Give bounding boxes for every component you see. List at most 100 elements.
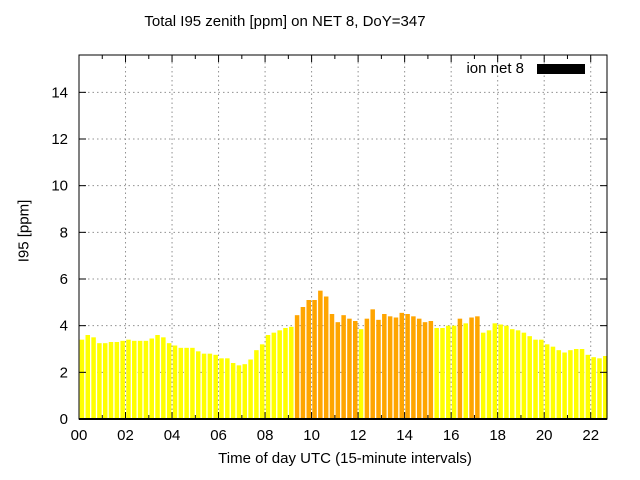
bar <box>184 347 189 419</box>
bar <box>225 358 230 419</box>
bar <box>451 325 457 419</box>
bar <box>137 340 143 419</box>
x-tick-label: 00 <box>71 427 88 444</box>
bar <box>597 358 602 419</box>
bar <box>504 325 509 419</box>
bar <box>446 325 451 419</box>
bar <box>521 332 527 419</box>
bar <box>166 343 172 419</box>
bar <box>108 342 114 419</box>
bar <box>271 332 277 419</box>
bar <box>161 337 166 419</box>
bar <box>132 340 137 419</box>
bar <box>387 316 393 419</box>
bar <box>230 363 236 419</box>
bar <box>492 323 498 419</box>
bar <box>480 332 486 419</box>
bar <box>416 318 422 419</box>
bar <box>405 314 410 419</box>
bar <box>79 339 85 419</box>
bar <box>91 337 96 419</box>
bar <box>475 316 480 419</box>
bar <box>603 356 608 419</box>
legend: ion net 8 <box>0 60 585 78</box>
bar <box>219 358 224 419</box>
bar <box>364 318 370 419</box>
bar <box>236 365 242 419</box>
bar <box>428 321 434 419</box>
bar <box>422 322 428 419</box>
bar <box>591 357 596 419</box>
bar <box>306 300 311 419</box>
bar <box>277 330 282 419</box>
y-tick-label: 8 <box>60 224 68 241</box>
bar <box>399 312 405 419</box>
bar <box>254 350 259 419</box>
bar <box>556 350 562 419</box>
bar <box>242 364 248 419</box>
bar <box>190 347 195 419</box>
bar <box>370 309 375 419</box>
y-tick-label: 14 <box>51 84 68 101</box>
bar <box>353 321 358 419</box>
bar <box>411 316 416 419</box>
bar <box>358 329 364 419</box>
bar <box>114 342 120 419</box>
bar <box>463 323 468 419</box>
x-tick-label: 02 <box>117 427 134 444</box>
x-tick-label: 06 <box>210 427 227 444</box>
bar <box>201 353 207 419</box>
bar <box>329 314 335 419</box>
y-tick-label: 2 <box>60 364 68 381</box>
y-tick-label: 12 <box>51 131 68 148</box>
bar <box>149 338 154 419</box>
x-tick-label: 18 <box>489 427 506 444</box>
bar <box>248 359 253 419</box>
bar <box>323 296 329 419</box>
bar <box>579 349 585 419</box>
bar <box>393 317 399 419</box>
y-tick-label: 10 <box>51 178 68 195</box>
bar <box>533 339 538 419</box>
bar <box>312 300 317 419</box>
x-tick-label: 10 <box>303 427 320 444</box>
bar <box>568 350 573 419</box>
y-tick-label: 4 <box>60 318 68 335</box>
bar <box>97 343 102 419</box>
bar <box>102 343 108 419</box>
bar <box>539 339 544 419</box>
y-tick-label: 6 <box>60 271 68 288</box>
bar <box>259 344 265 419</box>
y-tick-label: 0 <box>60 411 68 428</box>
bar <box>550 346 556 419</box>
bar <box>510 329 515 419</box>
bar <box>120 340 125 419</box>
bar <box>434 328 439 419</box>
bar <box>172 345 178 419</box>
bar <box>126 339 131 419</box>
chart-title: Total I95 zenith [ppm] on NET 8, DoY=347 <box>144 13 426 30</box>
bar <box>283 328 288 419</box>
bar <box>347 318 352 419</box>
x-axis-label: Time of day UTC (15-minute intervals) <box>218 450 472 467</box>
bar <box>318 290 323 419</box>
bar <box>498 324 503 419</box>
bar <box>469 317 474 419</box>
legend-swatch <box>537 64 585 75</box>
x-tick-label: 14 <box>396 427 413 444</box>
bar <box>213 354 218 419</box>
bar <box>376 319 381 419</box>
x-tick-label: 22 <box>582 427 599 444</box>
bar <box>335 322 341 419</box>
bar <box>382 314 387 419</box>
x-tick-label: 04 <box>164 427 181 444</box>
bar <box>265 335 271 419</box>
bar <box>515 330 521 419</box>
bar <box>527 336 532 419</box>
bar <box>457 318 463 419</box>
x-tick-label: 16 <box>443 427 460 444</box>
bar <box>486 330 492 419</box>
bar <box>294 315 300 419</box>
